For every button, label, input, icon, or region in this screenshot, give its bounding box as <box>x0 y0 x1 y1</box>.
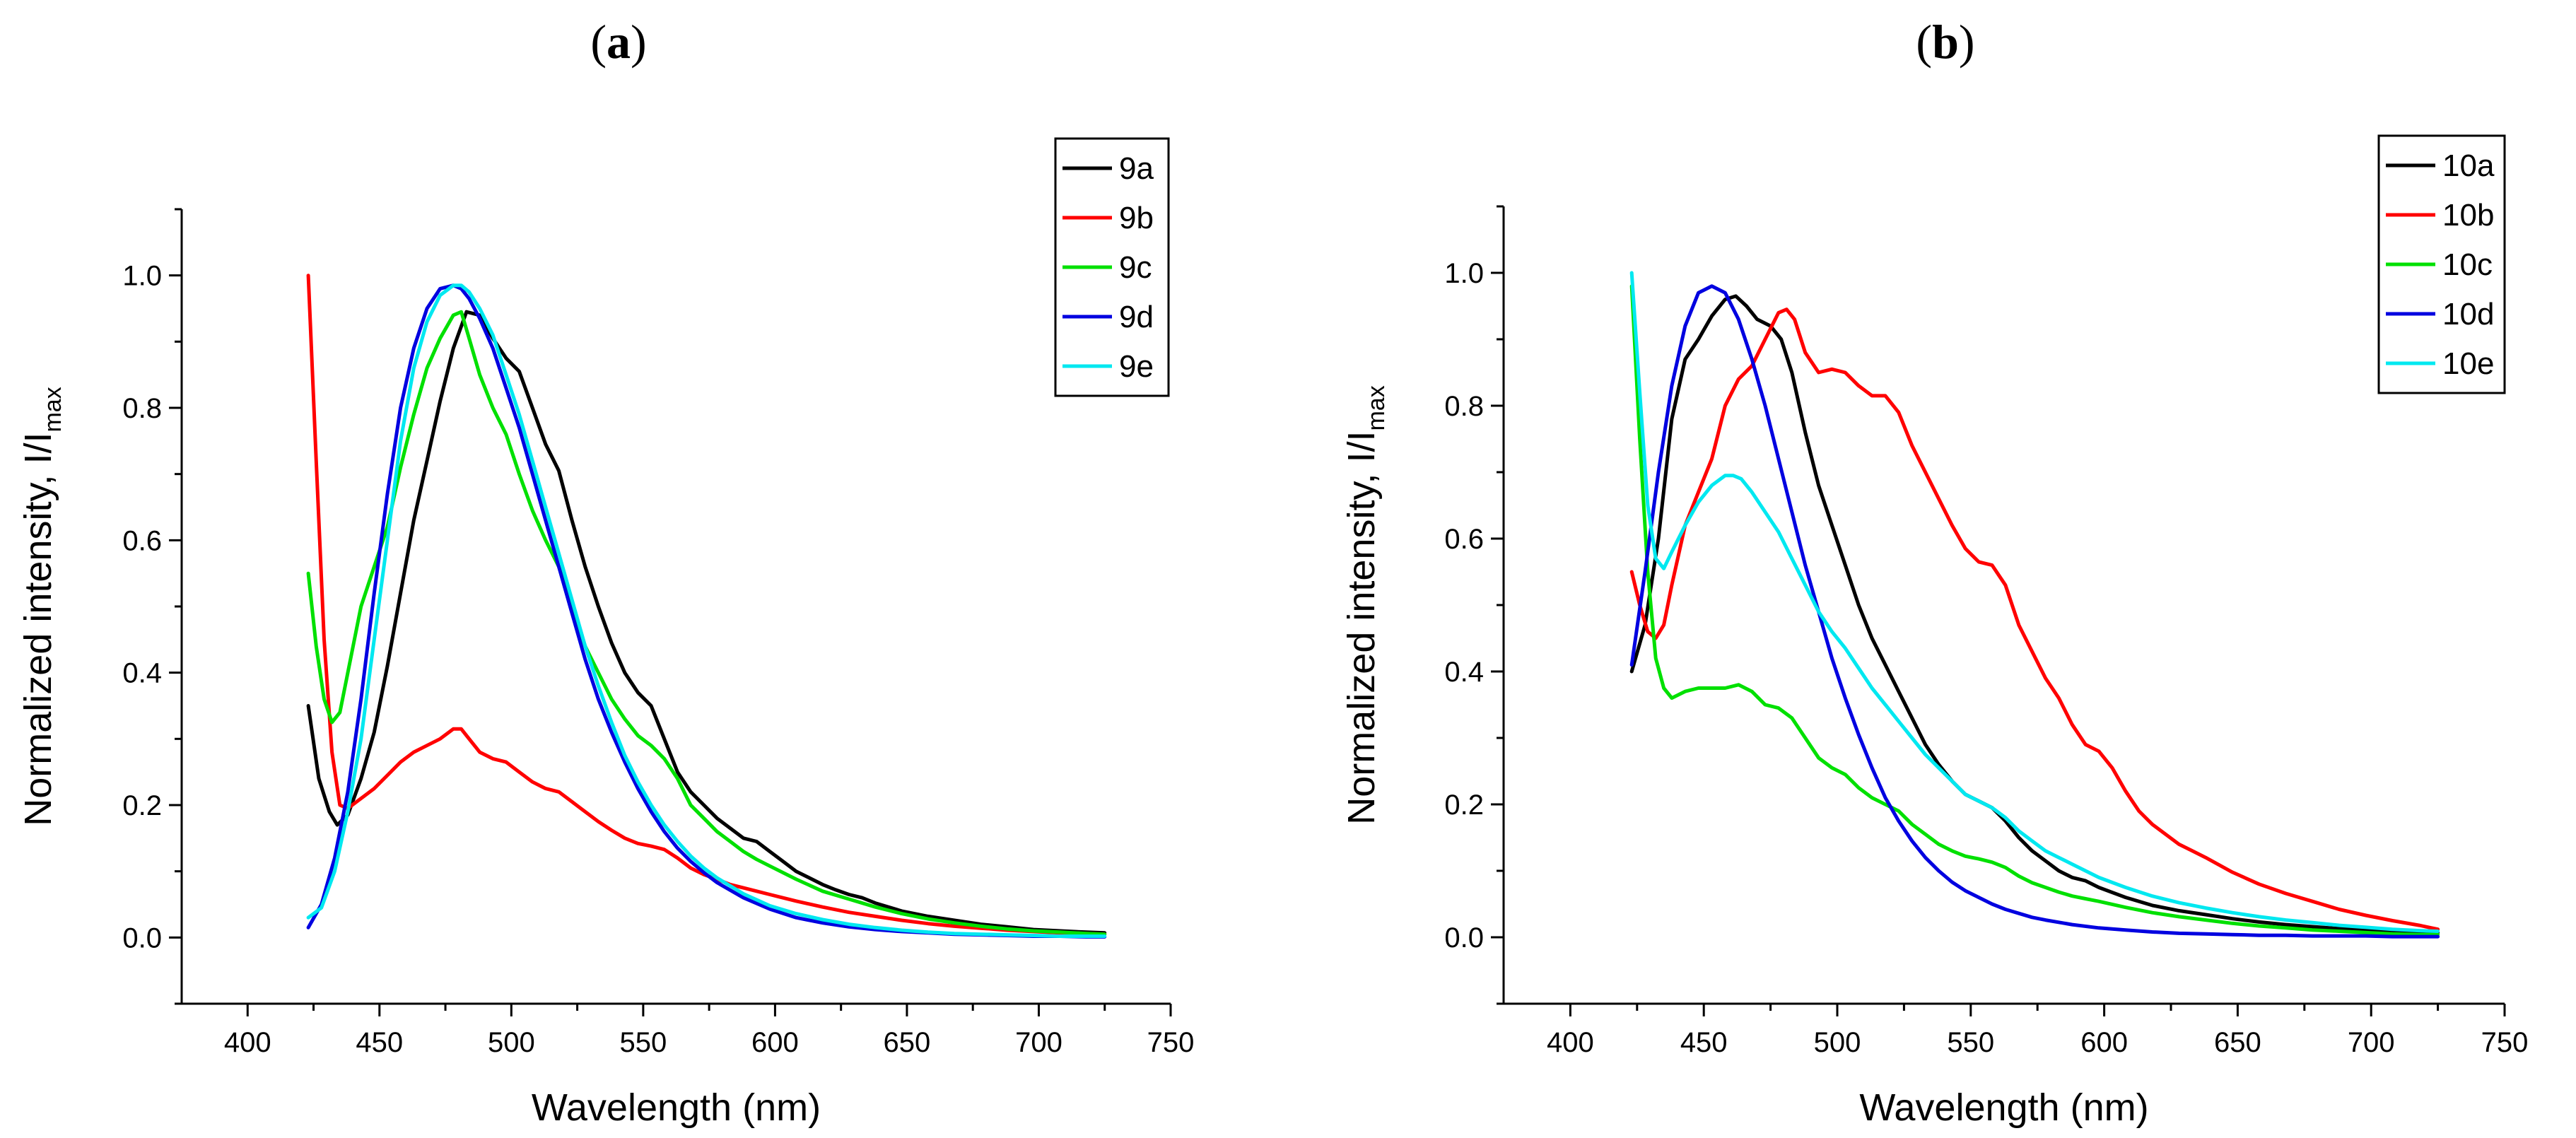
y-tick-label: 0.0 <box>122 922 162 954</box>
series-line-10b <box>1629 307 2440 932</box>
y-tick-label: 0.2 <box>1444 790 1484 821</box>
chart-panel-a: (a) 400 450 500 550 600 650 700 750 0.0 0.2 0.4 0.6 0… <box>17 15 1194 1129</box>
x-tick-label: 650 <box>2214 1027 2261 1058</box>
panel-letter: a <box>607 15 631 69</box>
panel-label-a: (a) <box>590 15 646 69</box>
y-tick-label: 1.0 <box>122 261 162 292</box>
y-tick-label: 0.2 <box>122 790 162 821</box>
series-line-10a <box>1629 294 2440 934</box>
legend-label-10a: 10a <box>2442 148 2495 183</box>
x-tick-label: 600 <box>2080 1027 2128 1058</box>
x-tick-label: 750 <box>1147 1027 1195 1058</box>
x-tick-label: 400 <box>224 1027 271 1058</box>
x-tick-label: 550 <box>1947 1027 1994 1058</box>
x-tick-label: 400 <box>1547 1027 1594 1058</box>
legend: 10a 10b 10c 10d 10e <box>2377 134 2506 394</box>
x-axis-title: Wavelength (nm) <box>532 1086 821 1129</box>
x-tick-label: 600 <box>751 1027 799 1058</box>
x-tick-label: 500 <box>1814 1027 1861 1058</box>
legend: 9a 9b 9c 9d 9e <box>1054 137 1170 397</box>
legend-label-10b: 10b <box>2442 198 2494 233</box>
panel-letter: b <box>1932 15 1959 69</box>
series-line-10e <box>1629 271 2440 933</box>
series-line-10d <box>1629 284 2440 939</box>
legend-label-10c: 10c <box>2442 247 2493 282</box>
series-line-9b <box>306 274 1107 937</box>
y-tick-label: 1.0 <box>1444 258 1484 289</box>
x-tick-label: 550 <box>619 1027 667 1058</box>
y-axis-title: Normalized intensity, I/Imax <box>17 387 66 826</box>
x-axis-title: Wavelength (nm) <box>1859 1086 2148 1129</box>
legend-label-10d: 10d <box>2442 297 2494 332</box>
legend-label-9d: 9d <box>1119 300 1154 334</box>
y-tick-label: 0.6 <box>1444 524 1484 555</box>
x-tick-label: 500 <box>488 1027 535 1058</box>
series-line-9a <box>306 310 1107 935</box>
legend-label-10e: 10e <box>2442 346 2494 381</box>
x-tick-label: 450 <box>356 1027 403 1058</box>
series-line-10c <box>1629 284 2440 937</box>
legend-label-9b: 9b <box>1119 201 1154 235</box>
y-tick-label: 0.6 <box>122 525 162 556</box>
series-line-9c <box>306 310 1107 937</box>
y-tick-label: 0.8 <box>122 393 162 424</box>
y-tick-label: 0.4 <box>1444 657 1484 688</box>
y-axis-title: Normalized intensity, I/Imax <box>1340 385 1390 824</box>
y-tick-label: 0.8 <box>1444 391 1484 422</box>
series-line-9d <box>306 283 1107 939</box>
chart-panel-b: (b) 400 450 500 550 600 650 700 750 0.0 0.2 0.4 0.6 0… <box>1340 15 2528 1129</box>
y-tick-label: 0.4 <box>122 658 162 689</box>
panel-label-b: (b) <box>1916 15 1974 69</box>
y-tick-label: 0.0 <box>1444 922 1484 954</box>
legend-label-9c: 9c <box>1119 250 1152 285</box>
x-tick-label: 700 <box>2348 1027 2395 1058</box>
x-tick-label: 750 <box>2481 1027 2529 1058</box>
legend-label-9a: 9a <box>1119 151 1154 186</box>
x-tick-label: 450 <box>1680 1027 1728 1058</box>
x-tick-label: 700 <box>1015 1027 1062 1058</box>
series-line-9e <box>306 283 1107 938</box>
legend-label-9e: 9e <box>1119 349 1154 384</box>
x-tick-label: 650 <box>884 1027 931 1058</box>
